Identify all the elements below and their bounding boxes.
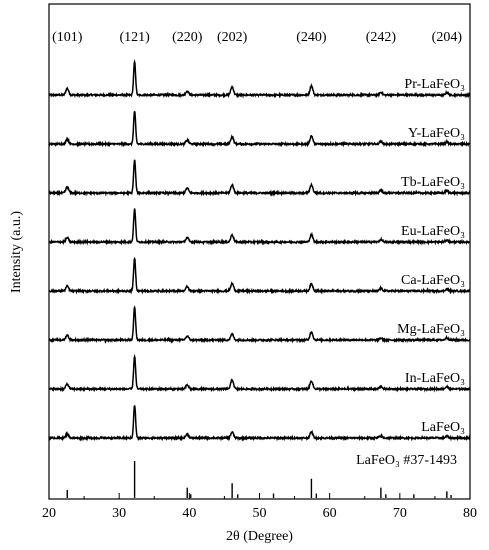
hkl-label: (242) xyxy=(366,30,397,45)
pattern-label: Pr-LaFeO₃ xyxy=(404,77,465,92)
pattern-trace xyxy=(48,159,471,197)
hkl-label: (101) xyxy=(52,30,83,45)
x-tick-label: 20 xyxy=(42,506,56,521)
pattern-trace xyxy=(48,58,471,99)
reference-label: LaFeO₃ #37-1493 xyxy=(356,453,457,468)
x-tick-label: 60 xyxy=(323,506,337,521)
pattern-label: Ca-LaFeO₃ xyxy=(401,273,465,288)
hkl-label: (220) xyxy=(172,30,203,45)
pattern-trace xyxy=(48,256,471,295)
hkl-labels-group: (101) (121) (220) (202) (240) (242) (204) xyxy=(52,30,462,45)
pattern-label: Y-LaFeO₃ xyxy=(408,126,465,141)
pattern-trace xyxy=(48,405,471,442)
pattern-label: Mg-LaFeO₃ xyxy=(397,322,465,337)
x-axis-label: 2θ (Degree) xyxy=(226,529,293,544)
traces-group: Pr-LaFeO₃ Y-LaFeO₃ Tb-LaFeO₃ Eu-LaFeO₃ Ca-La… xyxy=(48,58,471,442)
x-tick-label: 40 xyxy=(182,506,196,521)
x-tick-label: 80 xyxy=(463,506,477,521)
pattern-label: In-LaFeO₃ xyxy=(405,371,465,386)
hkl-label: (121) xyxy=(119,30,150,45)
y-axis-label: Intensity (a.u.) xyxy=(9,211,24,293)
hkl-label: (240) xyxy=(296,30,327,45)
x-ticks-group: 20 30 40 50 60 70 80 xyxy=(42,493,477,521)
pattern-trace xyxy=(48,111,471,148)
hkl-label: (204) xyxy=(432,30,463,45)
x-tick-label: 50 xyxy=(253,506,267,521)
pattern-label: LaFeO₃ xyxy=(421,420,465,435)
x-tick-label: 30 xyxy=(112,506,126,521)
pattern-label: Tb-LaFeO₃ xyxy=(401,175,465,190)
hkl-label: (202) xyxy=(217,30,248,45)
pattern-trace xyxy=(48,305,471,344)
pattern-trace xyxy=(48,353,471,393)
x-tick-label: 70 xyxy=(393,506,407,521)
reference-pattern-group: LaFeO₃ #37-1493 xyxy=(66,453,457,498)
pattern-label: Eu-LaFeO₃ xyxy=(401,224,465,239)
pattern-trace xyxy=(48,208,471,246)
